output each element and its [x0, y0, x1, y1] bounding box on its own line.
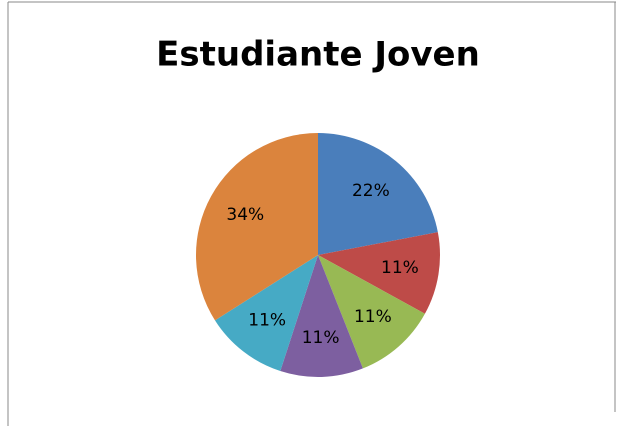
chart-title: Estudiante Joven — [156, 35, 480, 75]
pie-slice — [318, 255, 425, 369]
data-label: 11% — [354, 307, 392, 327]
pie-slice — [318, 133, 438, 255]
data-label: 11% — [302, 328, 340, 348]
pie-slice — [195, 133, 318, 321]
pie-slice — [214, 255, 318, 372]
data-label: 22% — [352, 181, 390, 201]
data-label: 11% — [381, 258, 419, 278]
data-label: 34% — [226, 205, 264, 225]
data-label: 11% — [248, 311, 286, 331]
pie-slice — [280, 255, 363, 378]
pie-slice — [318, 232, 440, 314]
